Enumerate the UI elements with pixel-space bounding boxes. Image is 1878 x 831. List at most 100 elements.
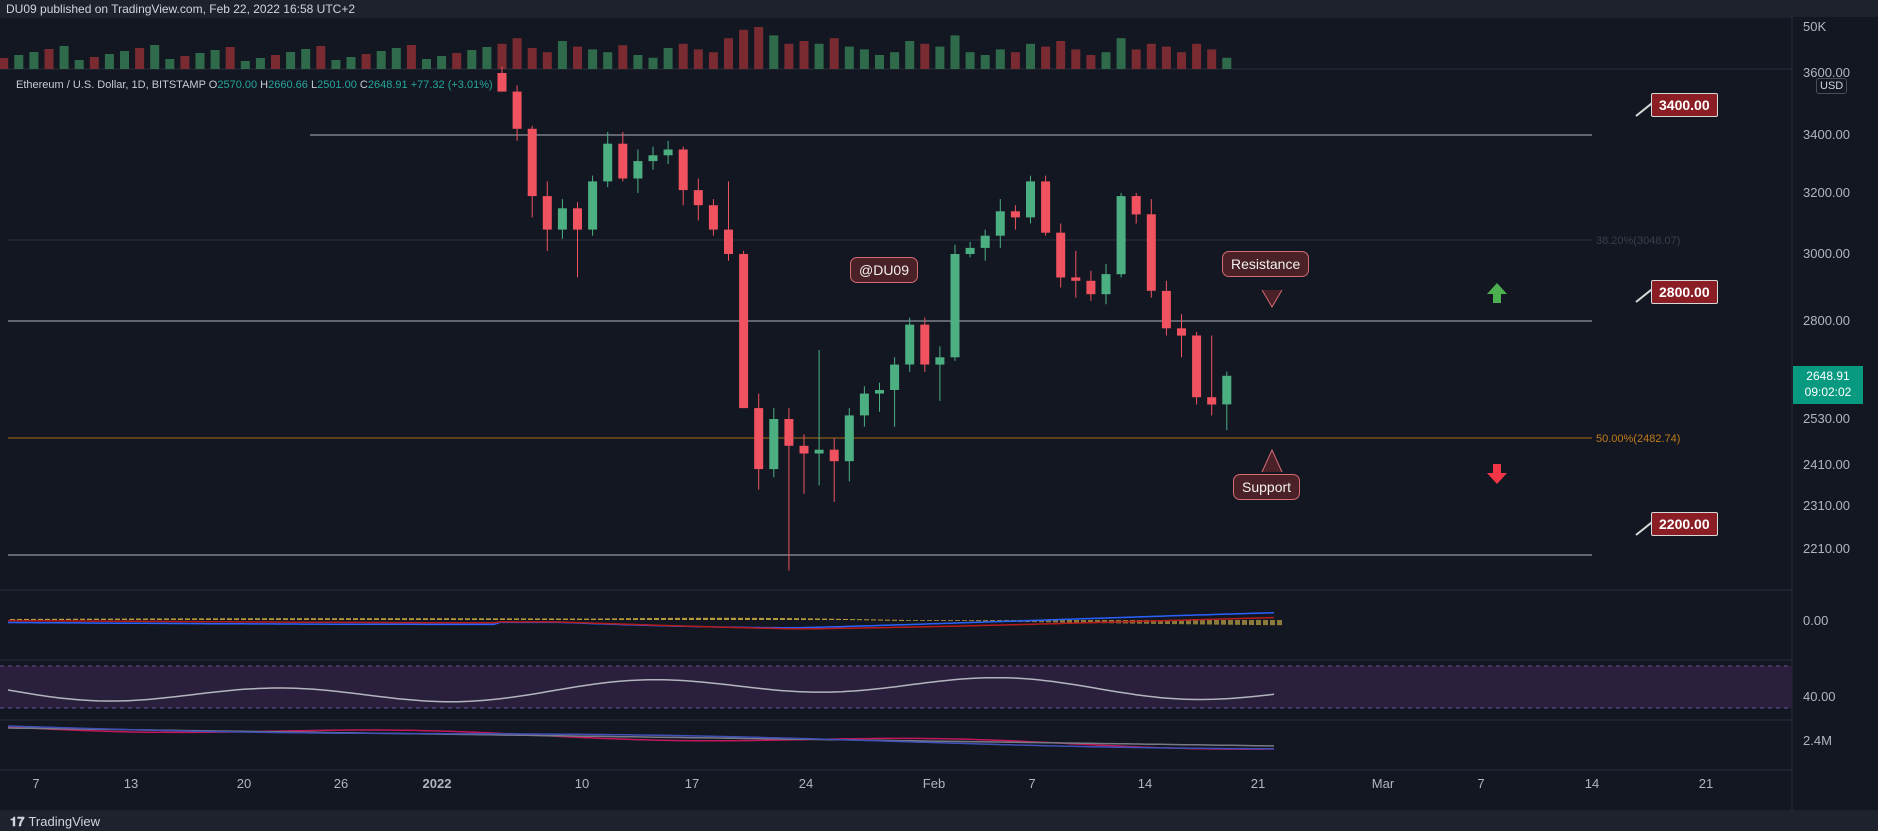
macd-histogram-bar: [1235, 620, 1240, 625]
macd-histogram-bar: [724, 617, 729, 620]
macd-histogram-bar: [738, 617, 743, 620]
macd-histogram-bar: [185, 618, 190, 620]
macd-histogram-bar: [381, 618, 386, 620]
candle-body: [739, 254, 749, 409]
macd-histogram-bar: [395, 618, 400, 620]
price-axis-tick: 2410.00: [1803, 457, 1850, 472]
volume-bar: [59, 46, 69, 69]
volume-bar: [74, 60, 84, 69]
macd-histogram-bar: [955, 620, 960, 621]
macd-histogram-bar: [542, 618, 547, 620]
macd-histogram-bar: [885, 619, 890, 621]
volume-bar: [1177, 52, 1186, 69]
volume-bar: [180, 56, 190, 69]
indicator-axis-tick: 50K: [1803, 19, 1826, 34]
macd-signal-line: [8, 616, 1275, 630]
macd-histogram-bar: [283, 618, 288, 620]
volume-bar: [1056, 41, 1066, 69]
macd-histogram-bar: [164, 618, 169, 620]
volume-bar: [1116, 38, 1126, 69]
macd-histogram-bar: [297, 618, 302, 620]
volume-bar: [1086, 55, 1096, 69]
indicator-axis-tick: 0.00: [1803, 613, 1828, 628]
macd-histogram-bar: [927, 620, 932, 621]
volume-bar: [1010, 52, 1020, 69]
macd-histogram-bar: [1193, 620, 1198, 625]
candle-body: [1026, 181, 1035, 218]
time-axis-tick: 17: [685, 776, 699, 791]
candle-body: [557, 208, 567, 230]
candle-body: [1177, 328, 1186, 336]
volume-bar: [769, 35, 779, 69]
volume-bar: [195, 53, 205, 69]
macd-histogram-bar: [73, 618, 78, 620]
macd-histogram-bar: [920, 620, 925, 621]
current-price-badge: 2648.91 09:02:02: [1793, 366, 1863, 404]
candle-body: [1086, 280, 1096, 295]
candle-body: [1192, 335, 1202, 398]
macd-histogram-bar: [66, 618, 71, 620]
macd-histogram-bar: [178, 618, 183, 620]
macd-histogram-bar: [1179, 620, 1184, 625]
time-axis-tick: 24: [799, 776, 813, 791]
ohlc-low: 2501.00: [317, 79, 357, 91]
candle-body: [1056, 232, 1066, 278]
indicator-axis-tick: 2.4M: [1803, 733, 1832, 748]
macd-histogram-bar: [1081, 620, 1086, 623]
macd-histogram-bar: [1242, 620, 1247, 625]
candle-body: [693, 190, 703, 206]
macd-histogram-bar: [892, 619, 897, 621]
macd-histogram-bar: [213, 618, 218, 620]
macd-histogram-bar: [94, 618, 99, 620]
volume-bar: [1131, 49, 1141, 69]
time-axis-tick: 7: [32, 776, 39, 791]
candle-body: [497, 73, 507, 92]
candle-body: [875, 390, 884, 394]
macd-histogram-bar: [304, 618, 309, 620]
time-axis-tick: 7: [1028, 776, 1035, 791]
candle-body: [769, 419, 779, 470]
time-axis-tick: 2022: [423, 776, 452, 791]
macd-histogram-bar: [976, 620, 981, 622]
time-axis-tick: 14: [1585, 776, 1599, 791]
macd-histogram-bar: [416, 618, 421, 620]
published-bar: DU09 published on TradingView.com, Feb 2…: [0, 0, 1878, 17]
macd-histogram-bar: [521, 618, 526, 620]
volume-bar: [542, 52, 552, 69]
support-pointer: [1261, 448, 1283, 473]
volume-bar: [965, 52, 975, 69]
macd-histogram-bar: [1249, 620, 1254, 625]
volume-bar: [452, 53, 462, 69]
candle-body: [618, 143, 628, 179]
macd-histogram-bar: [1060, 620, 1065, 623]
down-arrow-icon: [1487, 464, 1507, 484]
macd-histogram-bar: [437, 618, 442, 620]
macd-histogram-bar: [570, 618, 575, 620]
volume-bar: [1071, 49, 1081, 69]
macd-histogram-bar: [479, 618, 484, 620]
candle-body: [1222, 375, 1232, 405]
macd-histogram-bar: [822, 618, 827, 620]
currency-label[interactable]: USD: [1816, 78, 1848, 94]
volume-bar: [437, 56, 447, 69]
macd-histogram-bar: [1151, 620, 1156, 624]
macd-histogram-bar: [115, 618, 120, 620]
tradingview-logo[interactable]: 𝟏𝟕 TradingView: [10, 814, 100, 830]
macd-histogram-bar: [199, 618, 204, 620]
macd-histogram-bar: [717, 617, 722, 620]
macd-histogram-bar: [31, 618, 36, 620]
macd-histogram-bar: [493, 618, 498, 620]
macd-histogram-bar: [899, 619, 904, 621]
price-axis-tick: 3000.00: [1803, 246, 1850, 261]
volume-bar: [890, 52, 900, 69]
volume-bar: [588, 49, 598, 69]
macd-histogram-bar: [1228, 620, 1233, 625]
volume-bar: [980, 55, 990, 69]
level-tag-3400: 3400.00: [1651, 93, 1718, 117]
support-label: Support: [1233, 474, 1301, 500]
macd-histogram-bar: [605, 618, 610, 620]
price-axis-tick: 2800.00: [1803, 313, 1850, 328]
macd-histogram-bar: [626, 618, 631, 620]
macd-histogram-bar: [458, 618, 463, 620]
